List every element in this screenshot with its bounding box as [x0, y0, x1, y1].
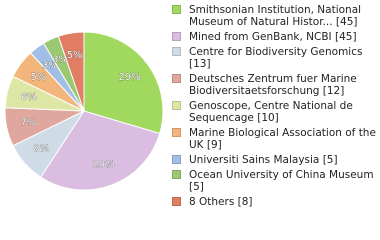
- legend-swatch: [172, 155, 181, 164]
- pie-slice: [40, 110, 161, 191]
- legend-item: Centre for Biodiversity Genomics [13]: [172, 46, 378, 70]
- legend-swatch: [172, 32, 181, 41]
- legend-swatch: [172, 5, 181, 14]
- slice-label: 6%: [21, 92, 37, 103]
- slice-label: 29%: [118, 72, 140, 83]
- legend: Smithsonian Institution, National Museum…: [172, 4, 378, 208]
- legend-item: Universiti Sains Malaysia [5]: [172, 154, 378, 166]
- pie-slice: [83, 31, 164, 135]
- legend-label: Mined from GenBank, NCBI [45]: [189, 31, 357, 43]
- legend-item: Marine Biological Association of the UK …: [172, 127, 378, 151]
- legend-label: 8 Others [8]: [189, 196, 253, 208]
- slice-label: 7%: [20, 118, 36, 129]
- slice-label: 8%: [33, 144, 49, 155]
- legend-item: Deutsches Zentrum fuer Marine Biodiversi…: [172, 73, 378, 97]
- legend-label: Deutsches Zentrum fuer Marine Biodiversi…: [189, 73, 357, 97]
- slice-label: 29%: [92, 159, 114, 170]
- legend-item: Smithsonian Institution, National Museum…: [172, 4, 378, 28]
- legend-swatch: [172, 101, 181, 110]
- slice-label: 5%: [67, 50, 83, 61]
- legend-item: Ocean University of China Museum [5]: [172, 169, 378, 193]
- pie-slice: [57, 31, 85, 112]
- legend-label: Ocean University of China Museum [5]: [189, 169, 374, 193]
- legend-swatch: [172, 128, 181, 137]
- legend-label: Genoscope, Centre National de Sequencage…: [189, 100, 353, 124]
- legend-label: Centre for Biodiversity Genomics [13]: [189, 46, 363, 70]
- legend-swatch: [172, 74, 181, 83]
- legend-item: 8 Others [8]: [172, 196, 378, 208]
- legend-item: Genoscope, Centre National de Sequencage…: [172, 100, 378, 124]
- legend-item: Mined from GenBank, NCBI [45]: [172, 31, 378, 43]
- legend-label: Universiti Sains Malaysia [5]: [189, 154, 338, 166]
- legend-swatch: [172, 47, 181, 56]
- slice-label: 3%: [52, 54, 68, 65]
- legend-swatch: [172, 197, 181, 206]
- pie-chart: 29%29%8%7%6%5%3%3%5%: [4, 31, 164, 191]
- legend-label: Smithsonian Institution, National Museum…: [189, 4, 362, 28]
- slice-label: 5%: [30, 72, 46, 83]
- slice-label: 3%: [42, 60, 58, 71]
- legend-label: Marine Biological Association of the UK …: [189, 127, 376, 151]
- legend-swatch: [172, 170, 181, 179]
